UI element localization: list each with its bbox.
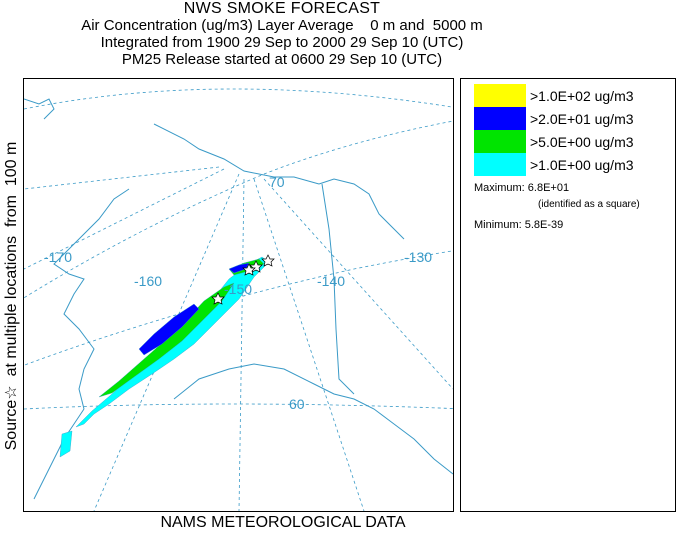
meridian-m170: [24, 168, 225, 270]
meteorological-data-footer: NAMS METEOROLOGICAL DATA: [160, 514, 406, 531]
lat-labels: 70 60: [269, 174, 305, 412]
source-star-icon: [242, 263, 256, 276]
meridian-m180: [24, 166, 220, 190]
legend-panel: >1.0E+02 ug/m3 >2.0E+01 ug/m3 >5.0E+00 u…: [460, 78, 676, 512]
legend-label-20: >2.0E+01 ug/m3: [530, 110, 634, 127]
legend-swatch-blue: [474, 107, 526, 130]
plume-islands: [59, 430, 73, 458]
source-label: Source☆ at multiple locations from 100 m: [3, 141, 20, 451]
arctic-coast-east: [318, 178, 405, 240]
legend-label-100: >1.0E+02 ug/m3: [530, 87, 634, 104]
lon-label-130: -130: [404, 249, 432, 265]
source-star-icon: [211, 292, 225, 305]
legend-label-1: >1.0E+00 ug/m3: [530, 156, 634, 173]
canada-border: [321, 183, 355, 395]
meridian-m160: [93, 173, 240, 511]
source-star-icon: [261, 254, 275, 267]
legend-swatch-cyan: [474, 153, 526, 176]
lon-label-170: -170: [44, 249, 72, 265]
plume-blue: [138, 303, 200, 356]
lat-label-60: 60: [289, 396, 305, 412]
coastline: [24, 98, 453, 500]
map-panel: -170 -160 -150 -140 -130 70 60: [23, 78, 454, 512]
lon-label-150: -150: [224, 281, 252, 297]
legend-maximum-note: (identified as a square): [538, 199, 640, 210]
north-coast: [153, 123, 320, 185]
lat-circle-60b: [24, 403, 453, 410]
legend-minimum: Minimum: 5.8E-39: [474, 219, 564, 231]
legend-swatch-green: [474, 130, 526, 153]
meridian-m130: [263, 178, 453, 390]
legend-item-20: >2.0E+01 ug/m3: [474, 107, 634, 130]
legend-swatch-yellow: [474, 84, 526, 107]
gulf-coast: [173, 363, 453, 475]
release-start: PM25 Release started at 0600 29 Sep 10 (…: [121, 51, 443, 68]
lat-circle-60: [24, 250, 453, 366]
legend-maximum: Maximum: 6.8E+01: [474, 182, 570, 194]
legend-item-100: >1.0E+02 ug/m3: [474, 84, 634, 107]
lon-label-140: -140: [317, 273, 345, 289]
title-block: NWS SMOKE FORECAST Air Concentration (ug…: [22, 0, 542, 68]
legend-label-5: >5.0E+00 ug/m3: [530, 133, 634, 150]
west-coast: [53, 188, 130, 410]
concentration-subtitle: Air Concentration (ug/m3) Layer Average …: [81, 17, 483, 34]
plume-blue-tip: [228, 262, 250, 274]
legend-item-1: >1.0E+00 ug/m3: [474, 153, 634, 176]
legend-item-5: >5.0E+00 ug/m3: [474, 130, 634, 153]
lat-circle-north: [24, 88, 453, 110]
integration-period: Integrated from 1900 29 Sep to 2000 29 S…: [100, 34, 464, 51]
meridian-m140: [253, 178, 365, 511]
source-markers: [211, 254, 275, 305]
forecast-title: NWS SMOKE FORECAST: [183, 0, 381, 17]
smoke-map: -170 -160 -150 -140 -130 70 60: [24, 88, 453, 511]
lon-label-160: -160: [134, 273, 162, 289]
top-left-coast: [24, 98, 55, 120]
meridian-m150: [238, 178, 245, 511]
graticule: [24, 88, 453, 511]
lon-labels: -170 -160 -150 -140 -130: [44, 249, 432, 297]
peninsula: [33, 408, 85, 500]
lat-label-70: 70: [269, 174, 285, 190]
